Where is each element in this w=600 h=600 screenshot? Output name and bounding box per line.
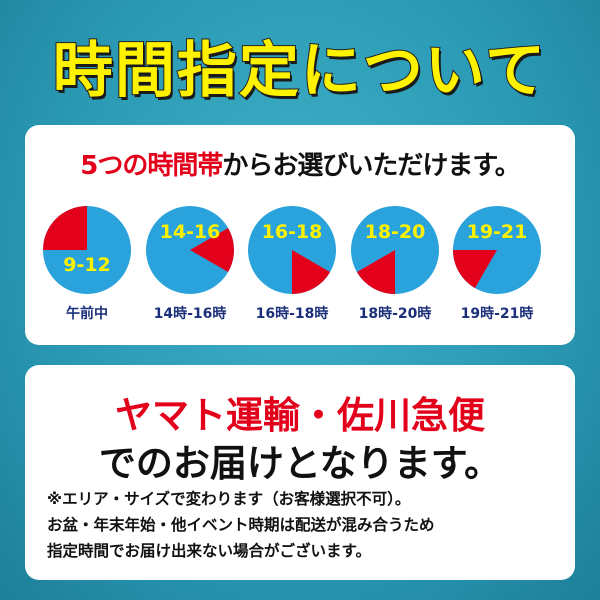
note-line: ※エリア・サイズで変わります（お客様選択不可）。 (47, 490, 411, 508)
delivery-info-card: ヤマト運輸・佐川急便 でのお届けとなります。 ※エリア・サイズで変わります（お客… (25, 365, 575, 580)
time-wedge (453, 250, 497, 289)
range-text: 9-12 (63, 254, 111, 276)
range-text: 16-18 (262, 221, 323, 243)
slot-label: 19時-21時 (460, 306, 534, 322)
time-wedge (43, 206, 87, 250)
clock-pie: 16-18 (248, 206, 336, 294)
slot-label: 18時-20時 (358, 306, 432, 322)
time-wedge (292, 250, 331, 294)
clock-pie: 9-12 (43, 206, 131, 294)
note-line: お盆・年末年始・他イベント時期は配送が混み合うため (47, 516, 435, 534)
slot-label: 14時-16時 (153, 306, 227, 322)
heading-rest: からお選びいただけます。 (222, 151, 520, 181)
clock-pie: 18-20 (351, 206, 439, 294)
time-wedge (190, 228, 234, 272)
heading-highlight: 5つの時間帯 (80, 151, 223, 181)
time-slots-heading: 5つの時間帯からお選びいただけます。 (25, 145, 575, 182)
note-line: 指定時間でお届け出来ない場合がございます。 (47, 542, 371, 560)
time-wedge (356, 250, 395, 294)
range-text: 19-21 (467, 221, 528, 243)
clock-pie: 14-16 (146, 206, 234, 294)
range-text: 18-20 (365, 221, 426, 243)
delivery-text: でのお届けとなります。 (98, 442, 502, 485)
carriers-text: ヤマト運輸・佐川急便 (115, 394, 485, 437)
slot-label: 16時-18時 (255, 306, 329, 322)
page-title: 時間指定について (52, 35, 548, 107)
time-slots-card: 5つの時間帯からお選びいただけます。 9-12 午前中 14-16 14時-16時 16… (25, 125, 575, 345)
range-text: 14-16 (160, 221, 221, 243)
clock-pie: 19-21 (453, 206, 541, 294)
slot-label: 午前中 (66, 306, 108, 322)
